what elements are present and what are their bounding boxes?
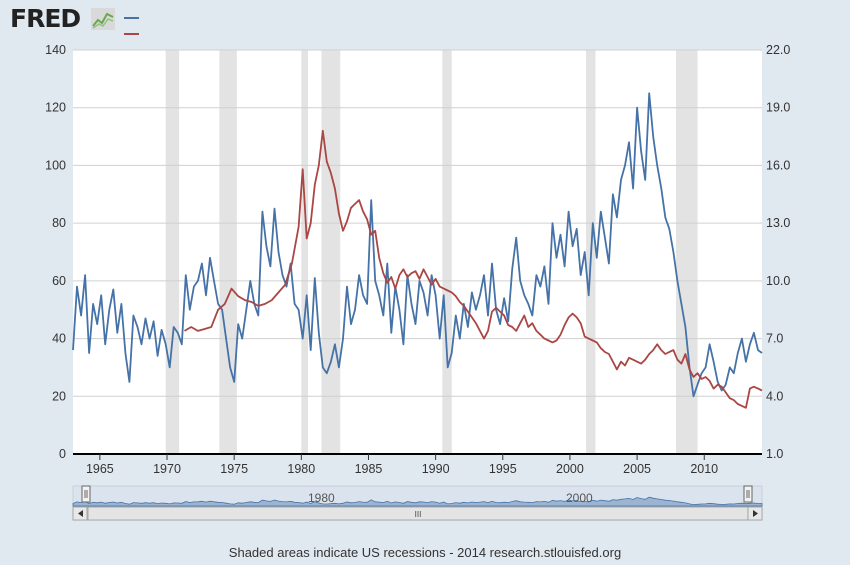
- series-lines: [72, 92, 763, 409]
- y-right-tick-label-5: 16.0: [766, 158, 790, 172]
- y-right-tick-label-1: 4.0: [766, 389, 783, 403]
- navigator-label-1980: 1980: [308, 491, 335, 505]
- navigator-handle-right[interactable]: [743, 485, 753, 503]
- x-tick-label-8: 2005: [623, 462, 651, 476]
- fred-chart-icon: [91, 8, 115, 30]
- y-axis-left: 0 20 40 60 80 100 120 140: [45, 43, 66, 461]
- series-line-red: [184, 129, 763, 409]
- y-left-tick-label-7: 140: [45, 43, 66, 57]
- plot-area: [73, 50, 762, 454]
- recession-band-2: [301, 50, 309, 454]
- fred-logo[interactable]: FRED: [10, 4, 81, 33]
- y-left-tick-label-5: 100: [45, 158, 66, 172]
- navigator-series: [72, 496, 763, 507]
- x-axis: 1965 1970 1975 1980 1985 1990 1995 2000 2005 2010: [86, 454, 718, 476]
- navigator[interactable]: 1980 2000 III: [72, 485, 763, 521]
- y-right-tick-label-6: 19.0: [766, 101, 790, 115]
- x-tick-label-7: 2000: [556, 462, 584, 476]
- recession-band-0: [165, 50, 180, 454]
- y-left-tick-label-6: 120: [45, 101, 66, 115]
- x-tick-label-4: 1985: [355, 462, 383, 476]
- y-left-tick-label-1: 20: [52, 389, 66, 403]
- y-right-tick-label-0: 1.0: [766, 447, 783, 461]
- legend: [124, 17, 139, 35]
- x-tick-label-6: 1995: [489, 462, 517, 476]
- x-tick-label-0: 1965: [86, 462, 114, 476]
- y-left-tick-label-0: 0: [59, 447, 66, 461]
- y-left-tick-label-4: 80: [52, 216, 66, 230]
- x-tick-label-3: 1980: [287, 462, 315, 476]
- x-tick-label-5: 1990: [422, 462, 450, 476]
- header: FRED: [0, 0, 850, 40]
- y-right-tick-label-2: 7.0: [766, 332, 783, 346]
- y-left-tick-label-2: 40: [52, 332, 66, 346]
- scrollbar[interactable]: III: [72, 506, 763, 521]
- recession-band-3: [321, 50, 341, 454]
- recession-band-1: [219, 50, 237, 454]
- recession-band-6: [676, 50, 698, 454]
- scrollbar-grip-icon: III: [415, 510, 422, 519]
- y-right-tick-label-3: 10.0: [766, 274, 790, 288]
- navigator-label-2000: 2000: [566, 491, 593, 505]
- gridlines: [73, 49, 762, 397]
- y-right-tick-label-7: 22.0: [766, 43, 790, 57]
- navigator-handle-left[interactable]: [81, 485, 91, 503]
- y-left-tick-label-3: 60: [52, 274, 66, 288]
- chart: 0 20 40 60 80 100 120 140 1.0 4.0 7.0 10.0 13.0 16.0…: [45, 43, 790, 521]
- scroll-right-arrow-icon: [753, 510, 758, 517]
- series-line-blue: [72, 92, 763, 398]
- x-tick-label-9: 2010: [690, 462, 718, 476]
- x-tick-label-2: 1975: [220, 462, 248, 476]
- x-tick-label-1: 1970: [153, 462, 181, 476]
- footer-note: Shaded areas indicate US recessions - 20…: [228, 545, 622, 560]
- scroll-left-arrow-icon: [78, 510, 83, 517]
- y-axis-right: 1.0 4.0 7.0 10.0 13.0 16.0 19.0 22.0: [766, 43, 790, 461]
- y-right-tick-label-4: 13.0: [766, 216, 790, 230]
- recession-band-4: [442, 50, 452, 454]
